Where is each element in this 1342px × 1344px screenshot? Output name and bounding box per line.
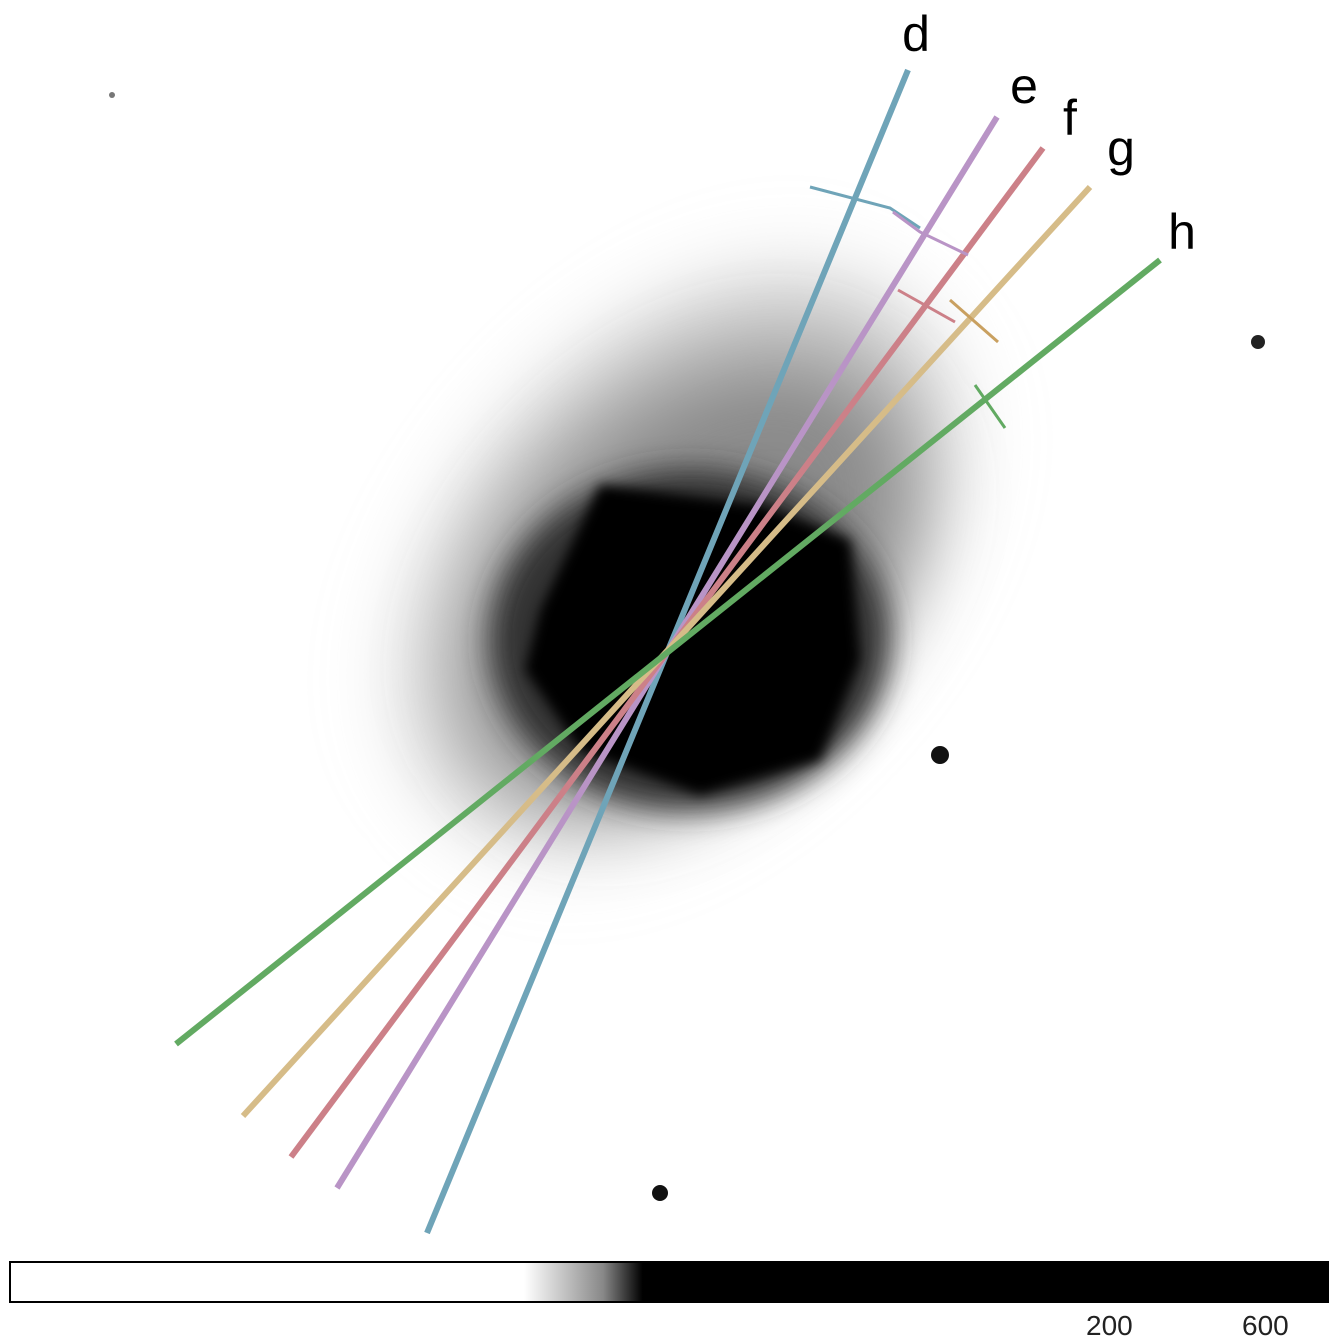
colorbar-tick-label: 600 <box>1242 1310 1289 1341</box>
edge-mark-d <box>809 185 921 230</box>
slit-labels: d e f g h <box>902 6 1196 260</box>
slit-label: e <box>1010 58 1038 114</box>
nebula <box>109 92 1265 1201</box>
slit-label: f <box>1063 90 1077 146</box>
slits <box>174 68 1162 1235</box>
slit-h <box>174 257 1162 1047</box>
edge-mark-g <box>949 298 999 344</box>
colorbar-tick-label: 200 <box>1086 1310 1133 1341</box>
edge-mark-f <box>897 288 956 324</box>
edge-mark-h <box>973 384 1007 429</box>
slit-label: g <box>1107 120 1135 176</box>
slit-label: h <box>1168 204 1196 260</box>
slit-label: d <box>902 6 930 62</box>
colorbar <box>9 1261 1329 1303</box>
edge-mark-e <box>892 210 969 257</box>
